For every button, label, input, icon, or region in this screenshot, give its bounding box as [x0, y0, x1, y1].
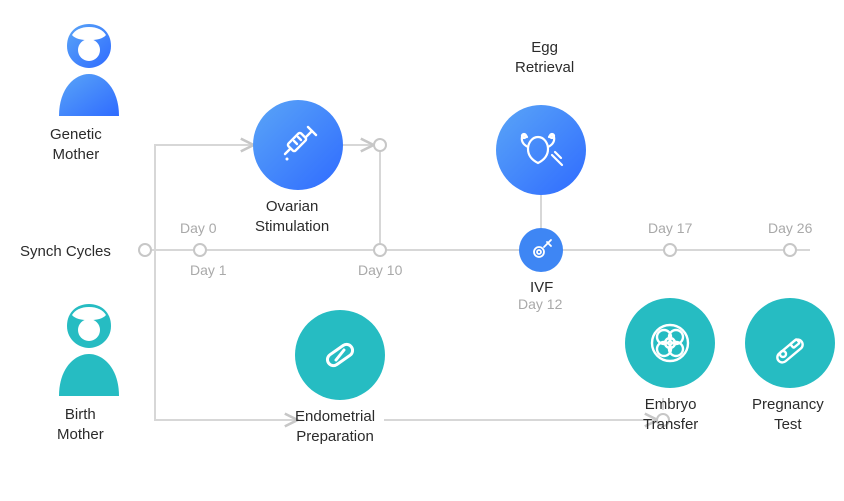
pill-icon: [316, 331, 364, 379]
birth-mother-icon: [45, 300, 133, 398]
day-17-label: Day 17: [648, 220, 692, 236]
pregnancy-test-icon: [765, 318, 815, 368]
genetic-mother-icon: [45, 20, 133, 118]
ovarian-stimulation-label: Ovarian Stimulation: [255, 197, 329, 236]
ivf-day-label: Day 12: [518, 296, 562, 312]
embryo-transfer-label: Embryo Transfer: [643, 395, 698, 434]
day-26-label: Day 26: [768, 220, 812, 236]
embryo-icon: [644, 317, 696, 369]
birth-mother-label: Birth Mother: [57, 405, 104, 444]
day-1-label: Day 1: [190, 262, 227, 278]
uterus-icon: [514, 123, 568, 177]
syringe-icon: [274, 121, 322, 169]
pregnancy-test-label: Pregnancy Test: [752, 395, 824, 434]
genetic-mother-label: Genetic Mother: [50, 125, 102, 164]
egg-retrieval-label: Egg Retrieval: [515, 38, 574, 77]
pregnancy-test-node: [745, 298, 835, 388]
embryo-transfer-node: [625, 298, 715, 388]
endometrial-prep-node: [295, 310, 385, 400]
egg-retrieval-node: [496, 105, 586, 195]
day-0-label: Day 0: [180, 220, 217, 236]
day-10-label: Day 10: [358, 262, 402, 278]
ovarian-stimulation-node: [253, 100, 343, 190]
ivf-icon: [527, 236, 555, 264]
ivf-node: [519, 228, 563, 272]
synch-cycles-label: Synch Cycles: [20, 242, 111, 262]
endometrial-prep-label: Endometrial Preparation: [295, 407, 375, 446]
ivf-label: IVF: [530, 278, 553, 298]
